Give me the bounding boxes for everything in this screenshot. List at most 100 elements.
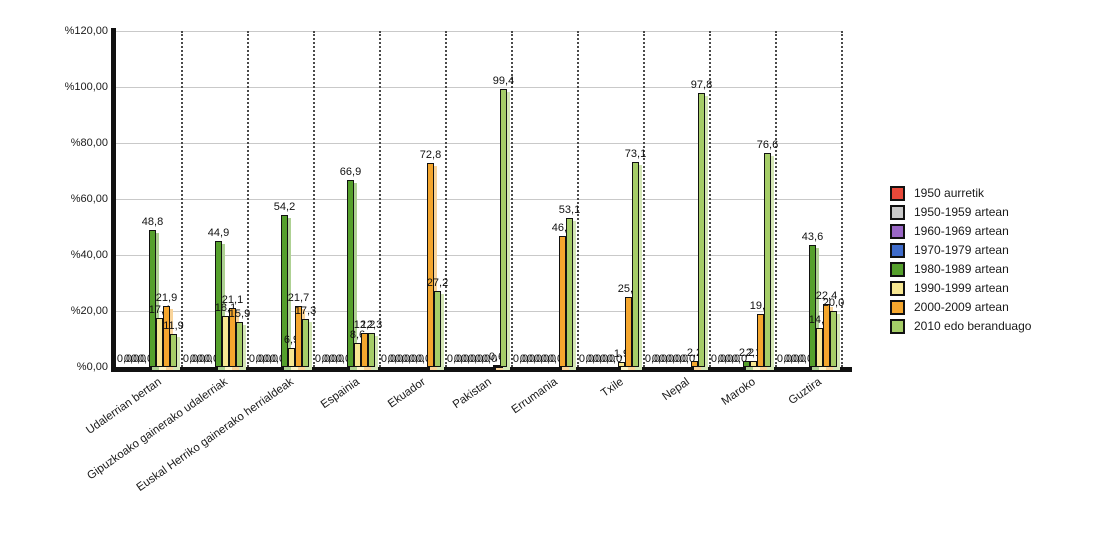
category-separator-line [577,31,579,367]
bar-value-label: 0,0 [387,353,404,365]
bar-value-label: 0,0 [255,353,272,365]
bar [434,290,441,367]
legend-swatch [890,224,905,239]
bar [215,241,222,367]
bar [618,361,625,367]
bar-value-label: 0,0 [665,353,682,365]
gridline [116,255,842,256]
legend-swatch [890,243,905,258]
bar [698,93,705,367]
bar-value-label: 21,7 [287,292,310,305]
bar-value-label: 0,0 [408,353,425,365]
bar [347,179,354,367]
legend-item: 1950 aurretik [890,186,1031,201]
gridline [116,311,842,312]
bar [764,152,771,367]
x-axis-category-label: Udalerrian bertan [84,376,164,437]
legend-label: 1950 aurretik [914,186,985,200]
legend-label: 1980-1989 artean [914,262,1009,276]
bar [691,360,698,367]
bar-value-label: 12,2 [353,318,376,331]
bar-value-label: 0,0 [578,353,595,365]
bar-value-label: 0,0 [130,353,147,365]
bar-value-label: 0,0 [474,353,491,365]
bar [156,318,163,367]
bar-value-label: 0,0 [710,353,727,365]
bar-value-label: 0,0 [644,353,661,365]
bar-value-label: 21,9 [155,291,178,304]
y-axis-tick-label: %0,00 [76,361,108,373]
gridline [116,143,842,144]
bar [149,230,156,367]
category-separator-line [709,31,711,367]
bar-value-label: 0,0 [790,353,807,365]
category-separator-line [511,31,513,367]
bar [170,333,177,367]
bar [222,316,229,367]
bar-value-label: 0,0 [585,353,602,365]
legend-swatch [890,300,905,315]
bar [236,322,243,367]
legend-item: 2010 edo beranduago [890,319,1032,334]
bar-value-label: 0,0 [123,353,140,365]
bar [368,332,375,367]
bar-value-label: 0,0 [724,353,741,365]
bar-value-label: 0,0 [401,353,418,365]
bar-value-label: 0,0 [717,353,734,365]
bar-value-label: 0,0 [248,353,265,365]
bar-value-label: 0,0 [512,353,529,365]
bar [493,365,500,368]
legend-label: 1960-1969 artean [914,224,1009,238]
bar [229,307,236,367]
bar-value-label: 0,0 [116,353,133,365]
bar [281,215,288,367]
bar-value-label: 22,4 [815,290,838,303]
bar-value-label: 17,3 [294,304,317,317]
bar-value-label: 11,9 [163,319,184,332]
gridline [116,31,842,32]
y-axis-tick-label: %120,00 [64,25,108,37]
bar [163,305,170,367]
legend-item: 1990-1999 artean [890,281,1031,296]
legend-swatch [890,186,905,201]
bar-value-label: 27,2 [426,276,449,289]
bar [830,311,837,367]
legend-item: 2000-2009 artean [890,300,1031,315]
legend-label: 1970-1979 artean [914,243,1009,257]
bar-value-label: 0,0 [599,353,616,365]
bar-value-label: 48,8 [141,216,164,229]
bar [302,318,309,367]
legend-label: 2010 edo beranduago [914,319,1032,333]
y-axis-tick-label: %100,00 [64,81,108,93]
y-axis-tick-label: %80,00 [70,137,108,149]
gridline [116,199,842,200]
category-separator-line [313,31,315,367]
bar-value-label: 0,0 [592,353,609,365]
bar [750,361,757,367]
bar [354,342,361,367]
bar [427,163,434,367]
bar-value-label: 0,0 [182,353,199,365]
legend-item: 1970-1979 artean [890,243,1031,258]
bar-value-label: 76,6 [756,138,779,151]
bar-value-label: 72,8 [419,149,442,162]
legend: 1950 aurretik 1950-1959 artean 1960-1969 a… [890,186,1032,334]
legend-swatch [890,281,905,296]
category-separator-line [247,31,249,367]
bar-value-label: 0,0 [446,353,463,365]
legend-swatch [890,205,905,220]
bar [361,332,368,367]
bar-value-label: 0,0 [533,353,550,365]
bar-value-label: 21,1 [221,293,244,306]
category-separator-line [181,31,183,367]
bar-value-label: 0,0 [314,353,331,365]
bar [566,218,573,367]
bar [295,306,302,367]
legend-label: 1950-1959 artean [914,205,1009,219]
bar-value-label: 15,9 [228,308,251,321]
bar-value-label: 0,0 [453,353,470,365]
category-separator-line [643,31,645,367]
legend-swatch [890,262,905,277]
bar [559,235,566,367]
y-axis-tick-label: %40,00 [70,249,108,261]
